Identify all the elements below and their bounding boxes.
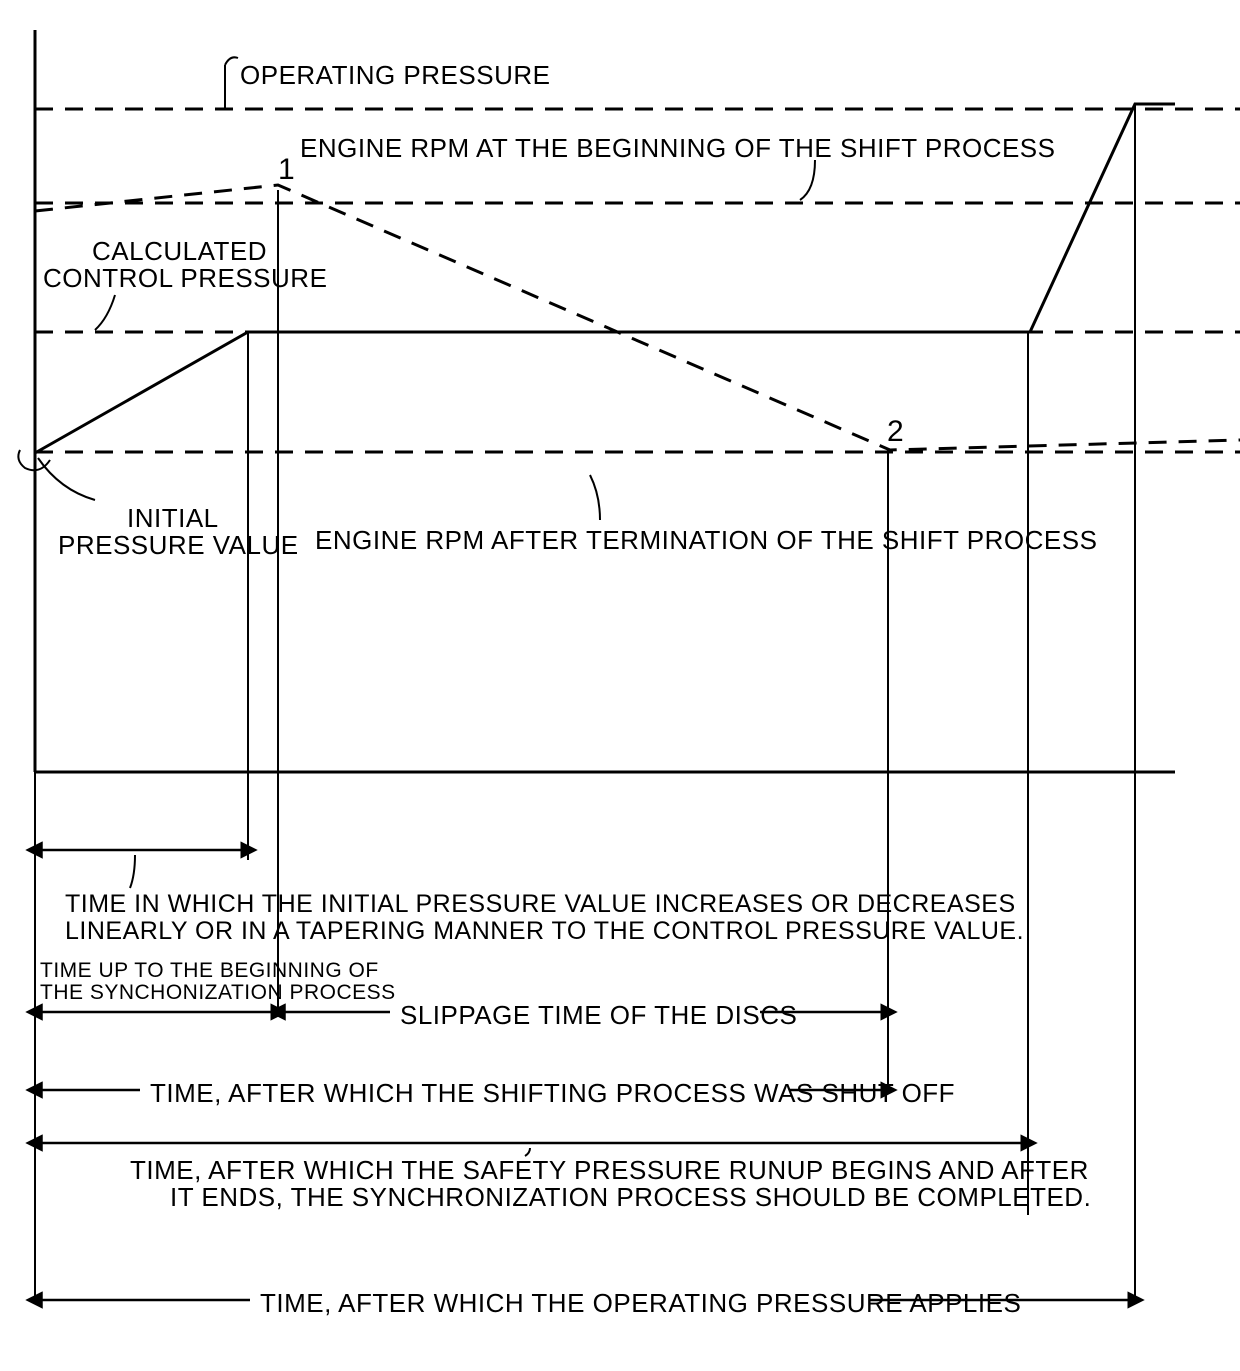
label-rpm-after: ENGINE RPM AFTER TERMINATION OF THE SHIF… (315, 525, 1097, 556)
dim-shutoff: TIME, AFTER WHICH THE SHIFTING PROCESS W… (150, 1078, 955, 1109)
dim-linear-l1: TIME IN WHICH THE INITIAL PRESSURE VALUE… (65, 890, 1016, 919)
dim-safety-l2: IT ENDS, THE SYNCHRONIZATION PROCESS SHO… (170, 1182, 1091, 1213)
dim-linear-l2: LINEARLY OR IN A TAPERING MANNER TO THE … (65, 917, 1024, 946)
dim-sync-l2: THE SYNCHONIZATION PROCESS (40, 981, 396, 1005)
marker-2: 2 (887, 415, 904, 449)
label-rpm-begin: ENGINE RPM AT THE BEGINNING OF THE SHIFT… (300, 133, 1056, 164)
dim-sync-l1: TIME UP TO THE BEGINNING OF (40, 959, 379, 983)
diagram-container: OPERATING PRESSURE ENGINE RPM AT THE BEG… (0, 0, 1240, 1371)
label-initial-pressure-l2: PRESSURE VALUE (58, 530, 299, 561)
dim-slippage: SLIPPAGE TIME OF THE DISCS (400, 1000, 797, 1031)
marker-1: 1 (278, 153, 295, 187)
dim-operating: TIME, AFTER WHICH THE OPERATING PRESSURE… (260, 1288, 1021, 1319)
label-operating-pressure: OPERATING PRESSURE (240, 60, 550, 91)
label-calc-pressure-l2: CONTROL PRESSURE (43, 263, 327, 294)
